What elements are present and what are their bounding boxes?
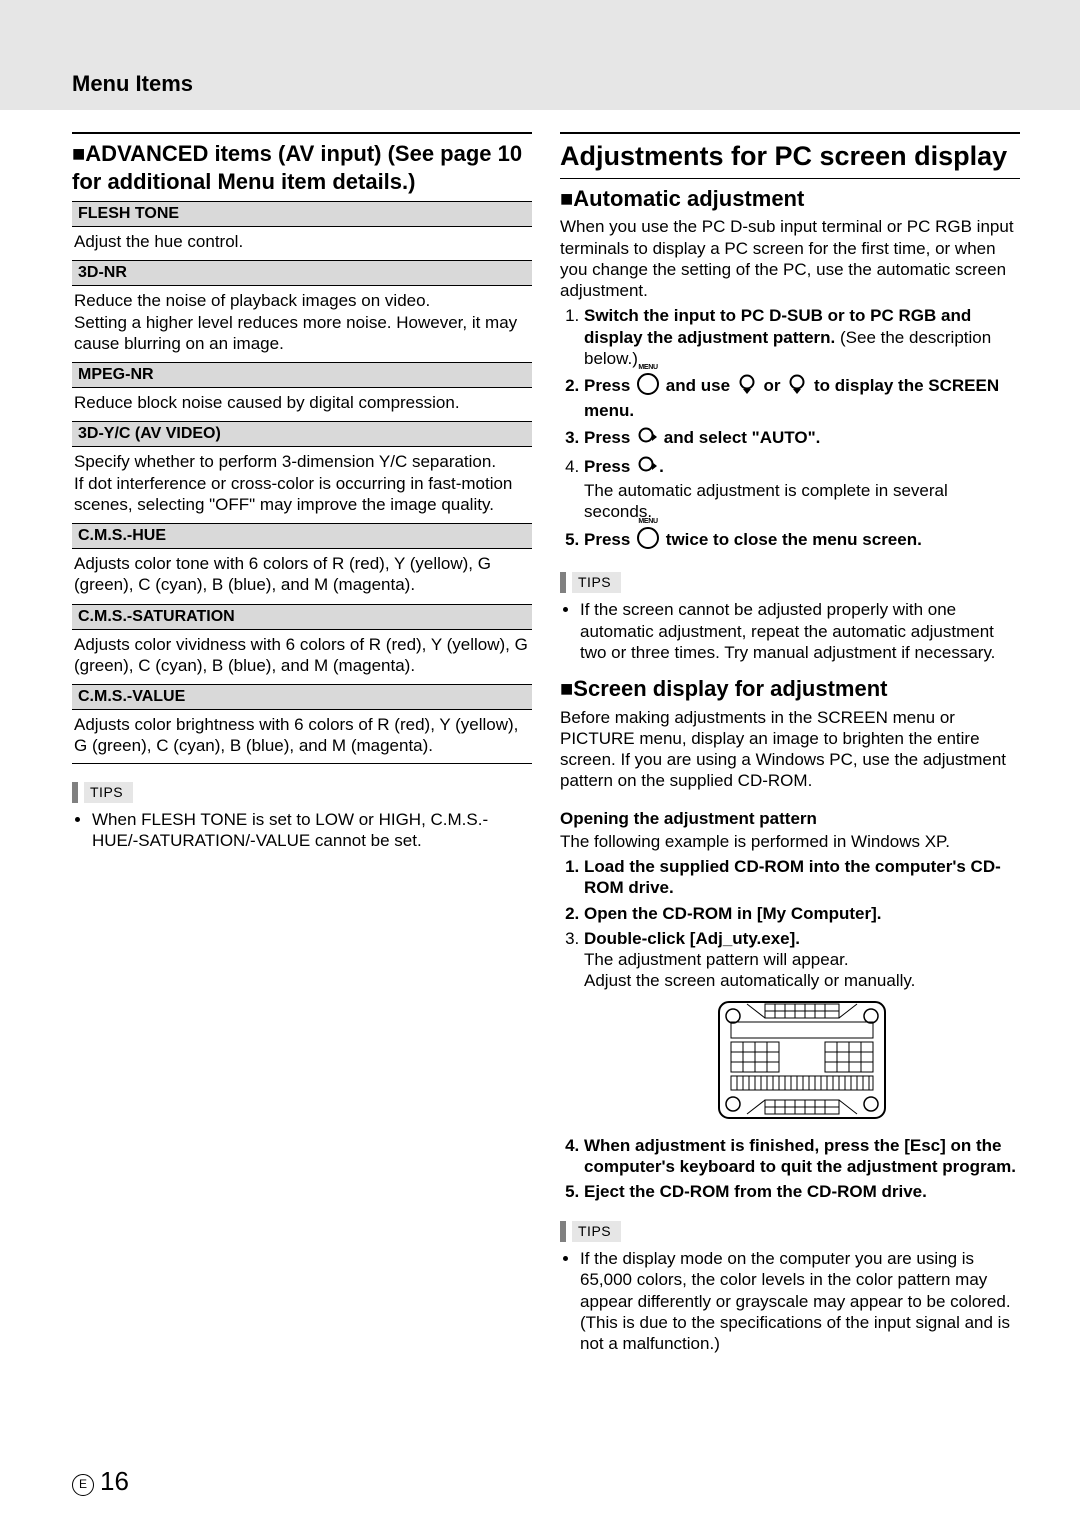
tips-label: TIPS (72, 782, 532, 804)
auto-steps: Switch the input to PC D-SUB or to PC RG… (560, 305, 1020, 554)
cursor-right-icon (637, 455, 657, 480)
settings-table: FLESH TONE Adjust the hue control. 3D-NR… (72, 201, 532, 764)
content-columns: ■ADVANCED items (AV input) (See page 10 … (72, 132, 1020, 1358)
step-part: or (764, 376, 781, 395)
opening-steps: Load the supplied CD-ROM into the comput… (560, 856, 1020, 1203)
left-section-title: ■ADVANCED items (AV input) (See page 10 … (72, 140, 532, 195)
step-part: Press (584, 376, 630, 395)
step-item: Switch the input to PC D-SUB or to PC RG… (584, 305, 1020, 369)
row-head: C.M.S.-SATURATION (72, 604, 532, 630)
tips-label: TIPS (560, 1221, 1020, 1243)
row-head: 3D-Y/C (AV VIDEO) (72, 421, 532, 447)
step-item: When adjustment is finished, press the [… (584, 1135, 1020, 1178)
square-bullet-icon: ■ (560, 186, 573, 211)
row-head: C.M.S.-VALUE (72, 684, 532, 710)
rule (72, 132, 532, 134)
page-number: 16 (100, 1465, 129, 1498)
menu-button-icon: MENU (637, 373, 659, 400)
page-footer: E 16 (72, 1465, 129, 1498)
row-head: MPEG-NR (72, 362, 532, 388)
opening-intro: The following example is performed in Wi… (560, 831, 1020, 852)
square-bullet-icon: ■ (72, 141, 85, 166)
step-body: The automatic adjustment is complete in … (584, 480, 1020, 523)
step-body: Adjust the screen automatically or manua… (584, 970, 1020, 991)
step-item: Press MENU and use or to display the SCR… (584, 373, 1020, 422)
opening-title: Opening the adjustment pattern (560, 808, 1020, 829)
step-part: and select "AUTO". (664, 428, 821, 447)
step-item: Load the supplied CD-ROM into the comput… (584, 856, 1020, 899)
step-item: Press . The automatic adjustment is comp… (584, 455, 1020, 523)
row-head: 3D-NR (72, 260, 532, 286)
step-item: Press and select "AUTO". (584, 426, 1020, 451)
tips-heading: TIPS (84, 782, 133, 804)
step-part: Press (584, 457, 630, 476)
tips-bar-icon (72, 782, 78, 804)
step-item: Open the CD-ROM in [My Computer]. (584, 903, 1020, 924)
tips-list: When FLESH TONE is set to LOW or HIGH, C… (72, 809, 532, 852)
tips-list: If the screen cannot be adjusted properl… (560, 599, 1020, 663)
cursor-down-icon (787, 374, 807, 399)
step-part: Press (584, 530, 630, 549)
adjustment-pattern-image (717, 1000, 887, 1125)
row-head: C.M.S.-HUE (72, 523, 532, 549)
row-body: Reduce block noise caused by digital com… (72, 388, 532, 419)
row-body: Adjusts color vividness with 6 colors of… (72, 630, 532, 683)
tip-item: When FLESH TONE is set to LOW or HIGH, C… (92, 809, 532, 852)
rule-thin (560, 178, 1020, 179)
screen-title-text: Screen display for adjustment (573, 676, 887, 701)
menu-label: MENU (638, 364, 657, 373)
step-item: Double-click [Adj_uty.exe]. The adjustme… (584, 928, 1020, 1125)
tips-bar-icon (560, 572, 566, 594)
page-header-title: Menu Items (72, 70, 193, 98)
rule (560, 132, 1020, 134)
step-body: The adjustment pattern will appear. (584, 949, 1020, 970)
row-body-text: Specify whether to perform 3-dimension Y… (74, 452, 512, 514)
tips-label: TIPS (560, 572, 1020, 594)
step-part: twice to close the menu screen. (666, 530, 922, 549)
right-main-title: Adjustments for PC screen display (560, 140, 1020, 174)
row-body: Adjust the hue control. (72, 227, 532, 258)
step-part: . (659, 457, 664, 476)
menu-button-icon: MENU (637, 527, 659, 554)
tips-list: If the display mode on the computer you … (560, 1248, 1020, 1354)
row-head: FLESH TONE (72, 201, 532, 227)
row-body: Adjusts color tone with 6 colors of R (r… (72, 549, 532, 602)
row-body: Reduce the noise of playback images on v… (72, 286, 532, 360)
step-part: Press (584, 428, 630, 447)
auto-adjust-title: ■Automatic adjustment (560, 185, 1020, 213)
auto-title-text: Automatic adjustment (573, 186, 804, 211)
tips-bar-icon (560, 1221, 566, 1243)
screen-display-title: ■Screen display for adjustment (560, 675, 1020, 703)
tip-item: If the display mode on the computer you … (580, 1248, 1020, 1354)
row-body: Specify whether to perform 3-dimension Y… (72, 447, 532, 521)
step-part: and use (666, 376, 730, 395)
step-bold: Double-click [Adj_uty.exe]. (584, 929, 800, 948)
menu-label: MENU (638, 518, 657, 527)
left-column: ■ADVANCED items (AV input) (See page 10 … (72, 132, 532, 1358)
step-item: Eject the CD-ROM from the CD-ROM drive. (584, 1181, 1020, 1202)
row-body-text: Reduce the noise of playback images on v… (74, 291, 517, 353)
row-body: Adjusts color brightness with 6 colors o… (72, 710, 532, 764)
cursor-down-icon (637, 426, 657, 451)
square-bullet-icon: ■ (560, 676, 573, 701)
cursor-up-icon (737, 374, 757, 399)
step-item: Press MENU twice to close the menu scree… (584, 527, 1020, 554)
auto-intro: When you use the PC D-sub input terminal… (560, 216, 1020, 301)
tips-heading: TIPS (572, 1221, 621, 1243)
right-column: Adjustments for PC screen display ■Autom… (560, 132, 1020, 1358)
tips-heading: TIPS (572, 572, 621, 594)
footer-marker: E (72, 1474, 94, 1496)
tip-item: If the screen cannot be adjusted properl… (580, 599, 1020, 663)
left-section-title-text: ADVANCED items (AV input) (See page 10 f… (72, 141, 522, 194)
screen-intro: Before making adjustments in the SCREEN … (560, 707, 1020, 792)
